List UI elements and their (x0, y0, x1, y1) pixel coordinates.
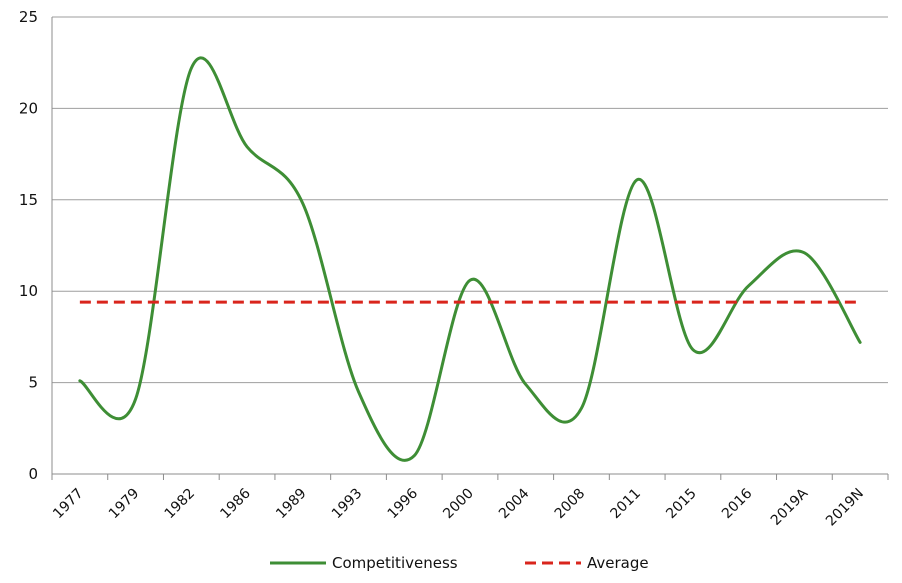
y-tick-label: 10 (19, 282, 38, 300)
x-tick-label: 2008 (552, 486, 589, 523)
data-point (301, 300, 305, 304)
legend: Competitiveness Average (270, 554, 649, 572)
x-tick-label: 2019N (823, 486, 867, 530)
data-point (245, 145, 249, 149)
x-tick-label: 1982 (162, 486, 199, 523)
data-point (245, 300, 249, 304)
data-point (691, 300, 695, 304)
x-tick-label: 2004 (496, 485, 533, 522)
x-tick-label: 2000 (440, 486, 477, 523)
data-point (524, 382, 528, 386)
data-point (78, 379, 82, 383)
series-line-competitiveness (78, 56, 862, 462)
x-tick-label: 2011 (608, 486, 645, 523)
x-tick-label: 1993 (329, 486, 366, 523)
data-point (858, 340, 862, 344)
series-lines (78, 56, 862, 462)
data-point (189, 66, 193, 70)
x-tick-labels: 1977 1979 1982 1986 1989 1993 1996 2000 2004 2008… (50, 485, 867, 529)
data-point (468, 300, 472, 304)
data-point (412, 300, 416, 304)
data-point (524, 300, 528, 304)
x-tick-label: 2019A (768, 485, 812, 529)
data-point (635, 300, 639, 304)
data-point (802, 251, 806, 255)
x-tick-label: 1979 (106, 486, 143, 523)
y-tick-label: 25 (19, 8, 38, 26)
data-point (858, 300, 862, 304)
data-point (134, 397, 138, 401)
data-point (579, 300, 583, 304)
data-point (189, 300, 193, 304)
data-point (802, 300, 806, 304)
data-point (747, 300, 751, 304)
legend-label: Competitiveness (332, 554, 458, 572)
x-tick-label: 1977 (50, 486, 87, 523)
x-tick-label: 1996 (385, 485, 422, 522)
gridlines (52, 16, 888, 384)
x-tick-label: 1989 (273, 486, 310, 523)
data-point (412, 454, 416, 458)
y-tick-label: 0 (28, 465, 38, 483)
data-point (691, 348, 695, 352)
data-point (357, 300, 361, 304)
data-point (301, 201, 305, 205)
data-point (635, 178, 639, 182)
data-point (579, 406, 583, 410)
y-tick-label: 20 (19, 99, 38, 117)
data-point (747, 284, 751, 288)
x-tick-label: 2015 (663, 486, 700, 523)
data-point (357, 390, 361, 394)
legend-label: Average (587, 554, 649, 572)
data-point (134, 300, 138, 304)
y-tick-label: 15 (19, 191, 38, 209)
y-tick-labels: 0 5 10 15 20 25 (19, 8, 38, 483)
axes (51, 17, 889, 480)
y-tick-label: 5 (28, 374, 38, 392)
data-point (468, 278, 472, 282)
x-tick-label: 1986 (217, 485, 254, 522)
x-tick-label: 2016 (719, 485, 756, 522)
data-point (78, 300, 82, 304)
